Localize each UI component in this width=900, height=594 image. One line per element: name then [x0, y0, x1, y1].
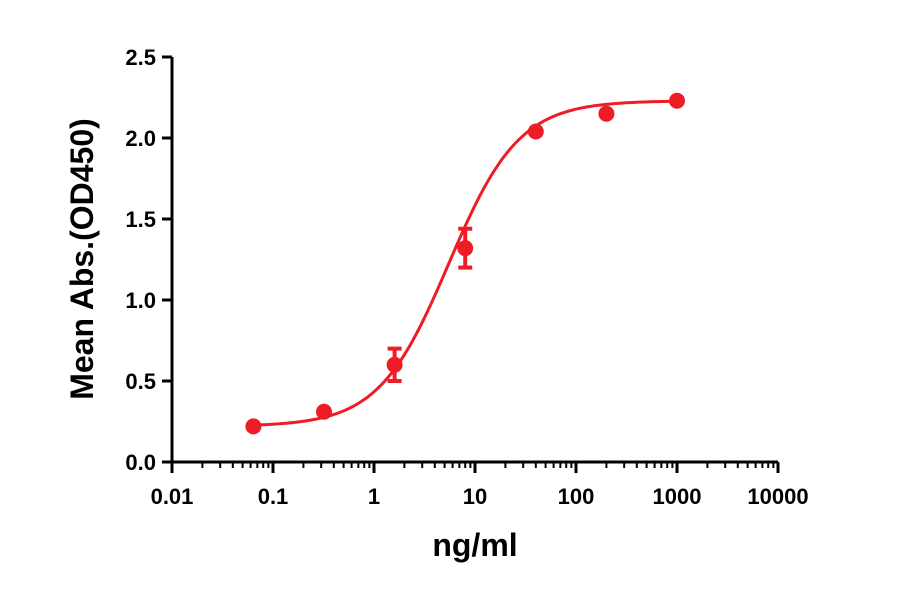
- y-tick-label: 1.0: [125, 288, 156, 313]
- data-point: [598, 105, 615, 122]
- x-tick-label: 10: [463, 484, 487, 509]
- data-point: [669, 92, 685, 109]
- x-tick-label: 1: [368, 484, 380, 509]
- data-point: [527, 123, 544, 140]
- y-tick-label: 1.5: [125, 207, 156, 232]
- data-point: [245, 418, 262, 435]
- y-tick-label: 0.5: [125, 369, 156, 394]
- axes: [170, 57, 778, 464]
- y-tick-label: 2.0: [125, 126, 156, 151]
- y-ticks: 0.0 0.5 1.0 1.5 2.0 2.5: [125, 45, 172, 475]
- data-points: [245, 92, 685, 435]
- x-tick-label: 0.01: [151, 484, 194, 509]
- x-axis-title: ng/ml: [432, 527, 517, 563]
- data-point: [316, 403, 333, 420]
- x-tick-label: 10000: [747, 484, 808, 509]
- data-point: [386, 356, 403, 373]
- y-axis-title: Mean Abs.(OD450): [64, 118, 100, 400]
- x-ticks: 0.01 0.1 1 10 100 1000 10000: [151, 462, 809, 509]
- x-tick-label: 0.1: [258, 484, 289, 509]
- x-tick-label: 1000: [653, 484, 702, 509]
- data-point: [457, 240, 474, 257]
- x-tick-label: 100: [558, 484, 595, 509]
- y-tick-label: 0.0: [125, 450, 156, 475]
- y-tick-label: 2.5: [125, 45, 156, 70]
